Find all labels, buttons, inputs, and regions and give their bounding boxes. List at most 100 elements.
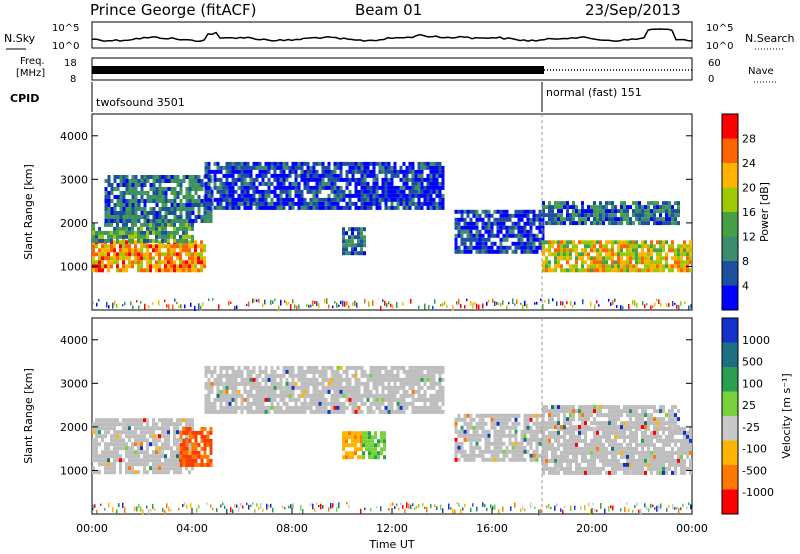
freq-band xyxy=(92,66,544,74)
velocity-region-6 xyxy=(542,426,692,475)
colorbar-tick: 4 xyxy=(742,280,749,293)
nave-label: Nave xyxy=(748,66,774,77)
power-region-7 xyxy=(542,201,680,226)
colorbar-tick: -500 xyxy=(742,464,767,477)
y-tick-label: 1000 xyxy=(60,260,88,273)
y-tick-label: 2000 xyxy=(60,421,88,434)
colorbar-tick: -100 xyxy=(742,443,767,456)
power-region-3 xyxy=(204,161,445,210)
colorbar-frame xyxy=(721,113,739,311)
velocity-colorbar: 1000 500 100 25 -25 -100 -500 -1000 Velocity [m… xyxy=(721,317,793,515)
velocity-region-2 xyxy=(204,365,445,414)
power-colorbar: 28 24 20 16 12 8 4 Power [dB] xyxy=(721,113,771,311)
x-tick-label: 00:00 xyxy=(676,522,708,535)
power-region-2 xyxy=(104,175,213,223)
colorbar-tick: 12 xyxy=(742,231,756,244)
y-tick-label: 2000 xyxy=(60,217,88,230)
colorbar-cell xyxy=(722,440,738,465)
power-region-5 xyxy=(454,209,545,254)
colorbar-tick: 1000 xyxy=(742,334,770,347)
velocity-region-4 xyxy=(362,431,386,460)
noise-right-tick-bottom: 10^0 xyxy=(706,41,733,52)
nave-tick-bottom: 0 xyxy=(708,74,714,85)
colorbar-tick: 8 xyxy=(742,255,749,268)
power-region-1 xyxy=(92,222,194,243)
colorbar-tick: 16 xyxy=(742,206,756,219)
colorbar-cell xyxy=(722,342,738,367)
velocity-x-axis: 00:00 04:00 08:00 12:00 16:00 20:00 00:00 xyxy=(76,508,708,535)
time-axis-label: Time UT xyxy=(368,538,414,551)
date-title: 23/Sep/2013 xyxy=(585,1,681,19)
velocity-region-3 xyxy=(342,431,363,460)
colorbar-cell xyxy=(722,391,738,416)
colorbar-cell xyxy=(722,367,738,392)
freq-tick-bottom: 8 xyxy=(70,74,76,85)
colorbar-cell xyxy=(722,138,738,163)
y-tick-label: 4000 xyxy=(60,334,88,347)
colorbar-cell xyxy=(722,318,738,343)
cpid-label: CPID xyxy=(10,92,39,105)
colorbar-cell xyxy=(722,236,738,261)
freq-tick-top: 18 xyxy=(64,58,77,69)
freq-label-line2: [MHz] xyxy=(16,68,45,79)
velocity-panel: 1000 2000 3000 4000 00:00 04:00 08:00 12:00 16:… xyxy=(22,317,708,551)
x-tick-label: 12:00 xyxy=(376,522,408,535)
cpid-segment-2: normal (fast) 151 xyxy=(546,86,642,99)
colorbar-tick: 25 xyxy=(742,399,756,412)
power-region-6 xyxy=(542,240,692,273)
noise-sky-trace xyxy=(91,28,693,43)
velocity-region-1 xyxy=(179,426,213,467)
velocity-y-axis: 1000 2000 3000 4000 xyxy=(60,334,692,477)
y-tick-label: 3000 xyxy=(60,377,88,390)
y-tick-label: 4000 xyxy=(60,130,88,143)
noise-left-tick-top: 10^5 xyxy=(52,23,79,34)
colorbar-cell xyxy=(722,465,738,490)
cpid-strip: CPID twofsound 3501 normal (fast) 151 xyxy=(10,82,642,112)
x-tick-label: 20:00 xyxy=(576,522,608,535)
colorbar-tick: 28 xyxy=(742,133,756,146)
power-region-4 xyxy=(342,227,366,256)
freq-strip: Freq. [MHz] 18 8 60 0 Nave xyxy=(16,56,778,85)
noise-sky-label: N.Sky xyxy=(4,32,36,45)
velocity-region-0 xyxy=(92,418,194,475)
colorbar-cell xyxy=(722,285,738,310)
colorbar-tick: -25 xyxy=(742,421,760,434)
colorbar-tick: -1000 xyxy=(742,486,774,499)
power-y-axis-label: Slant Range [km] xyxy=(22,164,35,260)
power-panel: 1000 2000 3000 4000 Slant Range [km] xyxy=(22,113,693,312)
x-tick-label: 00:00 xyxy=(76,522,108,535)
cpid-segment-1: twofsound 3501 xyxy=(96,96,185,109)
colorbar-cell xyxy=(722,187,738,212)
velocity-colorbar-label: Velocity [m s⁻¹] xyxy=(780,373,793,458)
y-tick-label: 3000 xyxy=(60,173,88,186)
y-tick-label: 1000 xyxy=(60,464,88,477)
colorbar-frame xyxy=(721,317,739,515)
noise-right-tick-top: 10^5 xyxy=(706,23,733,34)
colorbar-tick: 500 xyxy=(742,356,763,369)
colorbar-cell xyxy=(722,261,738,286)
velocity-data xyxy=(92,365,692,516)
power-region-0 xyxy=(92,240,206,273)
velocity-region-7 xyxy=(542,405,680,430)
colorbar-cell xyxy=(722,163,738,188)
colorbar-tick: 20 xyxy=(742,182,756,195)
colorbar-tick: 24 xyxy=(742,157,756,170)
noise-strip: N.Sky 10^5 10^0 10^5 10^0 N.Search xyxy=(4,21,795,52)
freq-label-line1: Freq. xyxy=(20,56,45,67)
noise-left-tick-bottom: 10^0 xyxy=(52,41,79,52)
noise-strip-frame xyxy=(91,21,693,49)
x-tick-label: 08:00 xyxy=(276,522,308,535)
x-tick-label: 16:00 xyxy=(476,522,508,535)
velocity-y-axis-label: Slant Range [km] xyxy=(22,368,35,464)
noise-search-label: N.Search xyxy=(745,32,795,45)
colorbar-cell xyxy=(722,212,738,237)
power-data xyxy=(92,161,692,312)
colorbar-cell xyxy=(722,489,738,514)
x-tick-label: 04:00 xyxy=(176,522,208,535)
beam-title: Beam 01 xyxy=(355,1,422,19)
nave-tick-top: 60 xyxy=(708,58,721,69)
power-y-axis: 1000 2000 3000 4000 xyxy=(60,130,692,273)
station-title: Prince George (fitACF) xyxy=(90,1,256,19)
colorbar-tick: 100 xyxy=(742,377,763,390)
